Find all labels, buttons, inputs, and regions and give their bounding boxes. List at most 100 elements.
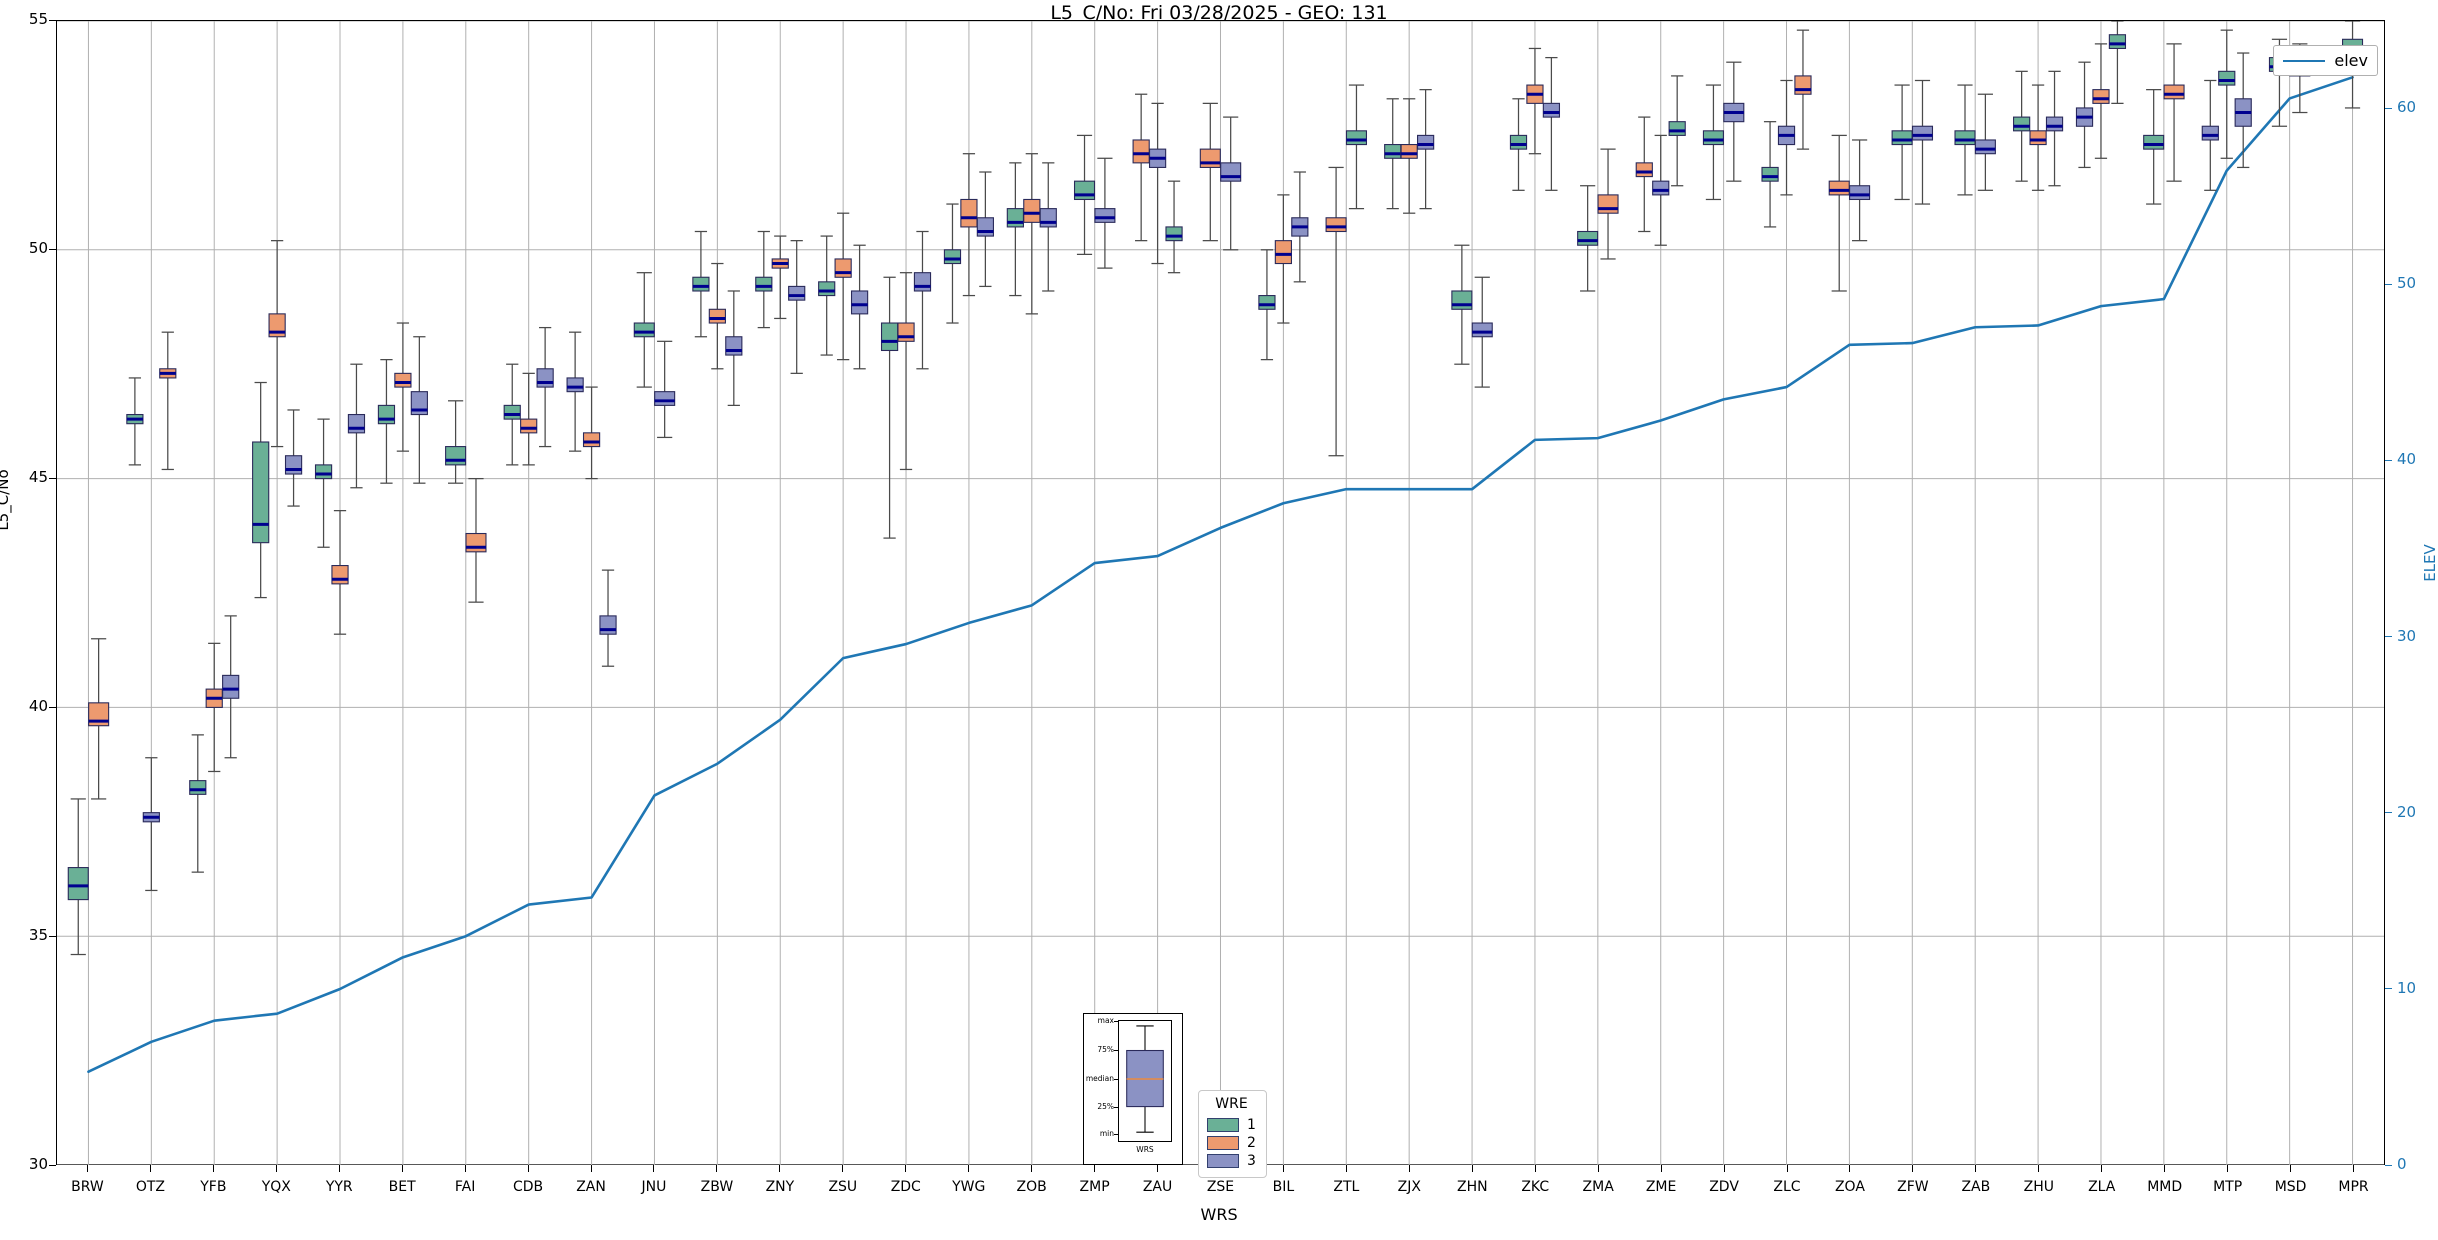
- x-tick-mark: [2290, 1165, 2292, 1172]
- x-tick-yqx: YQX: [261, 1179, 291, 1195]
- y-tick-left: 45: [28, 468, 48, 486]
- x-tick-mark: [212, 1165, 214, 1172]
- wre-legend-title: WRE: [1215, 1096, 1248, 1112]
- x-tick-zkc: ZKC: [1521, 1179, 1550, 1195]
- y-tick-right: 20: [2397, 802, 2417, 821]
- x-tick-mark: [1786, 1165, 1788, 1172]
- plot-area: elev: [56, 20, 2385, 1166]
- x-tick-fai: FAI: [454, 1179, 476, 1195]
- x-tick-zoa: ZOA: [1834, 1179, 1865, 1195]
- x-tick-mark: [1031, 1165, 1033, 1172]
- wre-legend-item-1[interactable]: 1: [1207, 1117, 1256, 1133]
- x-tick-mark: [149, 1165, 151, 1172]
- wre-legend[interactable]: WRE 1 2 3: [1198, 1090, 1267, 1178]
- y-tick-mark-right: [2385, 636, 2392, 638]
- y-axis-right-label: ELEV: [2421, 543, 2438, 582]
- x-tick-zfw: ZFW: [1897, 1179, 1929, 1195]
- y-tick-right: 60: [2397, 98, 2417, 117]
- wre-legend-item-2[interactable]: 2: [1207, 1135, 1256, 1151]
- x-tick-mark: [1660, 1165, 1662, 1172]
- y-tick-left: 50: [28, 239, 48, 257]
- y-tick-mark-right: [2385, 459, 2392, 461]
- y-axis-left-label: L5_C/No: [0, 469, 12, 531]
- plot-canvas: [57, 21, 2384, 1166]
- x-tick-mark: [716, 1165, 718, 1172]
- y-tick-mark-right: [2385, 812, 2392, 814]
- wre-swatch-1: [1207, 1118, 1239, 1132]
- x-tick-mark: [1471, 1165, 1473, 1172]
- y-tick-left: 55: [28, 10, 48, 28]
- x-tick-brw: BRW: [71, 1179, 104, 1195]
- y-tick-mark-left: [49, 1164, 56, 1166]
- x-tick-mark: [779, 1165, 781, 1172]
- x-tick-zdc: ZDC: [890, 1179, 921, 1195]
- x-tick-mark: [1597, 1165, 1599, 1172]
- x-tick-mark: [275, 1165, 277, 1172]
- x-axis-label: WRS: [1200, 1205, 1238, 1224]
- wre-swatch-3: [1207, 1154, 1239, 1168]
- x-tick-zse: ZSE: [1206, 1179, 1235, 1195]
- x-tick-mark: [653, 1165, 655, 1172]
- x-tick-msd: MSD: [2274, 1179, 2307, 1195]
- y-tick-right: 0: [2397, 1155, 2407, 1173]
- wre-swatch-2: [1207, 1136, 1239, 1150]
- y-tick-right: 50: [2397, 274, 2417, 293]
- x-tick-mark: [2101, 1165, 2103, 1172]
- x-tick-zdv: ZDV: [1709, 1179, 1739, 1195]
- y-tick-mark-right: [2385, 283, 2392, 285]
- x-tick-mark: [1345, 1165, 1347, 1172]
- boxplot-key-tick-q3: 75%: [1097, 1045, 1114, 1054]
- boxplot-key-dash-min: [1114, 1134, 1118, 1135]
- y-tick-mark-left: [49, 477, 56, 479]
- x-tick-bet: BET: [388, 1179, 416, 1195]
- boxplot-key-dash-q3: [1114, 1050, 1118, 1051]
- x-tick-mark: [905, 1165, 907, 1172]
- boxplot-key-tick-min: min: [1099, 1129, 1114, 1138]
- x-tick-mark: [527, 1165, 529, 1172]
- boxplot-key-shape: [1126, 1025, 1164, 1133]
- boxplot-key-tick-q1: 25%: [1097, 1102, 1114, 1111]
- x-tick-otz: OTZ: [135, 1179, 165, 1195]
- boxplot-key-tick-max: max: [1097, 1016, 1114, 1025]
- boxplot-key-dash-max: [1114, 1021, 1118, 1022]
- x-tick-zme: ZME: [1645, 1179, 1677, 1195]
- boxplot-key-axes: [1118, 1020, 1172, 1142]
- x-tick-mark: [2164, 1165, 2166, 1172]
- boxplot-key-dash-q1: [1114, 1107, 1118, 1108]
- x-tick-mmd: MMD: [2147, 1179, 2183, 1195]
- x-tick-yyr: YYR: [325, 1179, 353, 1195]
- x-tick-ywg: YWG: [952, 1179, 986, 1195]
- y-tick-right: 30: [2397, 626, 2417, 645]
- x-tick-cdb: CDB: [513, 1179, 544, 1195]
- y-tick-right: 40: [2397, 450, 2417, 469]
- elev-legend[interactable]: elev: [2273, 45, 2378, 76]
- x-tick-jnu: JNU: [641, 1179, 667, 1195]
- wre-legend-item-3[interactable]: 3: [1207, 1153, 1256, 1169]
- x-tick-mark: [464, 1165, 466, 1172]
- x-tick-zbw: ZBW: [700, 1179, 734, 1195]
- x-tick-zau: ZAU: [1142, 1179, 1173, 1195]
- x-tick-mark: [2038, 1165, 2040, 1172]
- x-tick-mark: [1408, 1165, 1410, 1172]
- y-tick-right: 10: [2397, 978, 2417, 997]
- x-tick-mtp: MTP: [2213, 1179, 2243, 1195]
- y-tick-mark-left: [49, 706, 56, 708]
- chart-title: L5_C/No: Fri 03/28/2025 - GEO: 131: [1050, 2, 1388, 24]
- x-tick-mark: [1912, 1165, 1914, 1172]
- x-tick-mark: [401, 1165, 403, 1172]
- x-tick-mark: [1094, 1165, 1096, 1172]
- x-tick-mark: [338, 1165, 340, 1172]
- x-tick-yfb: YFB: [200, 1179, 227, 1195]
- elev-legend-label: elev: [2334, 51, 2368, 70]
- x-tick-mark: [1157, 1165, 1159, 1172]
- y-tick-mark-left: [49, 19, 56, 21]
- x-tick-mark: [842, 1165, 844, 1172]
- boxplot-key-inset: max 75% median 25% min WRS: [1083, 1013, 1183, 1165]
- x-tick-zma: ZMA: [1582, 1179, 1614, 1195]
- boxplot-key-xlabel: WRS: [1136, 1145, 1154, 1154]
- x-tick-mark: [590, 1165, 592, 1172]
- y-tick-mark-left: [49, 248, 56, 250]
- y-tick-left: 30: [28, 1155, 48, 1173]
- y-tick-mark-right: [2385, 988, 2392, 990]
- x-tick-bil: BIL: [1272, 1179, 1295, 1195]
